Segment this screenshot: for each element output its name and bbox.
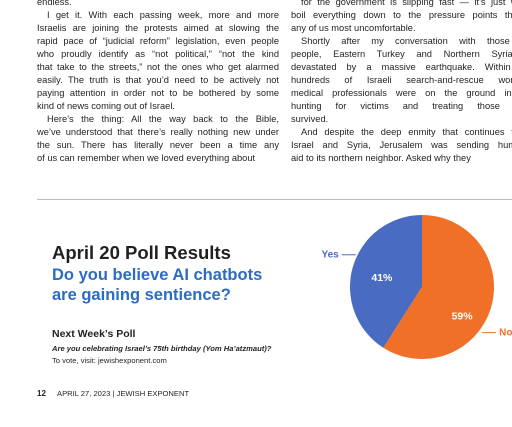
poll-title: April 20 Poll Results [52,242,231,263]
article-line: the sun. There has literally never been … [37,140,279,150]
article-line: of us can remember when we loved everyth… [37,153,256,163]
article-line: endless. [37,0,72,7]
article-line: I get it. With each passing week, more a… [47,10,279,20]
article-line: rapid pace of “judicial reform” legislat… [37,36,279,46]
article-line: that take to the streets,” not the ones … [37,62,279,72]
article-line: Israelis are joining the protests aimed … [37,23,279,33]
article-line: Shortly after my conversation with those… [301,36,512,46]
article-line: And despite the deep enmity that continu… [301,127,512,137]
article-line: medical professionals were on the ground… [291,88,512,98]
article-line: aid to its northern neighbor. Asked why … [291,153,471,163]
next-poll-vote: To vote, visit: jewishexponent.com [52,356,167,365]
article-line: people, Eastern Turkey and Northern Syri… [291,49,512,59]
article-line: survived. [291,114,329,124]
pie-slice [383,215,495,359]
poll-question: Do you believe AI chatbots [52,266,262,284]
poll-question: are gaining sentience? [52,286,231,304]
article-right-column: for the government is slipping fast — it… [291,0,512,165]
pie-slice [349,215,422,348]
article-line: easily. The truth is that you’d need to … [37,75,279,85]
article-line: any of us most uncomfortable. [291,23,416,33]
article-line: kind of news coming out of Israel. [37,101,175,111]
article-left-column: endless. I get it. With each passing week… [37,0,279,165]
article-line: for the government is slipping fast — it… [301,0,512,7]
article-line: Israel and Syria, Jerusalem was sending … [291,140,512,150]
article-line: hundreds of Israeli search-and-rescue wo… [291,75,512,85]
article-line: we’ve understood that there’s really not… [37,127,279,137]
next-poll-question: Are you celebrating Israel’s 75th birthd… [51,344,272,353]
slice-value-label: 59% [452,310,474,322]
article-line: Here’s the thing: All the way back to th… [47,114,279,124]
slice-value-label: 41% [371,272,393,284]
pie-chart: 41% Yes 59% No [322,215,512,359]
category-label: Yes [322,249,340,260]
issue-line: APRIL 27, 2023 | JEWISH EXPONENT [57,389,189,398]
article-line: boil everything down to the pressure poi… [291,10,512,20]
article-line: paying attention in order not to be both… [37,88,279,98]
category-label: No [499,327,512,338]
page-number: 12 [37,389,46,398]
next-poll-heading: Next Week’s Poll [52,328,136,340]
article-line: devastated by a massive earthquake. With… [291,62,512,72]
article-line: who proudly identify as “not political,”… [37,49,279,59]
divider [37,199,512,200]
article-line: hunting for victims and treating those w… [291,101,512,111]
